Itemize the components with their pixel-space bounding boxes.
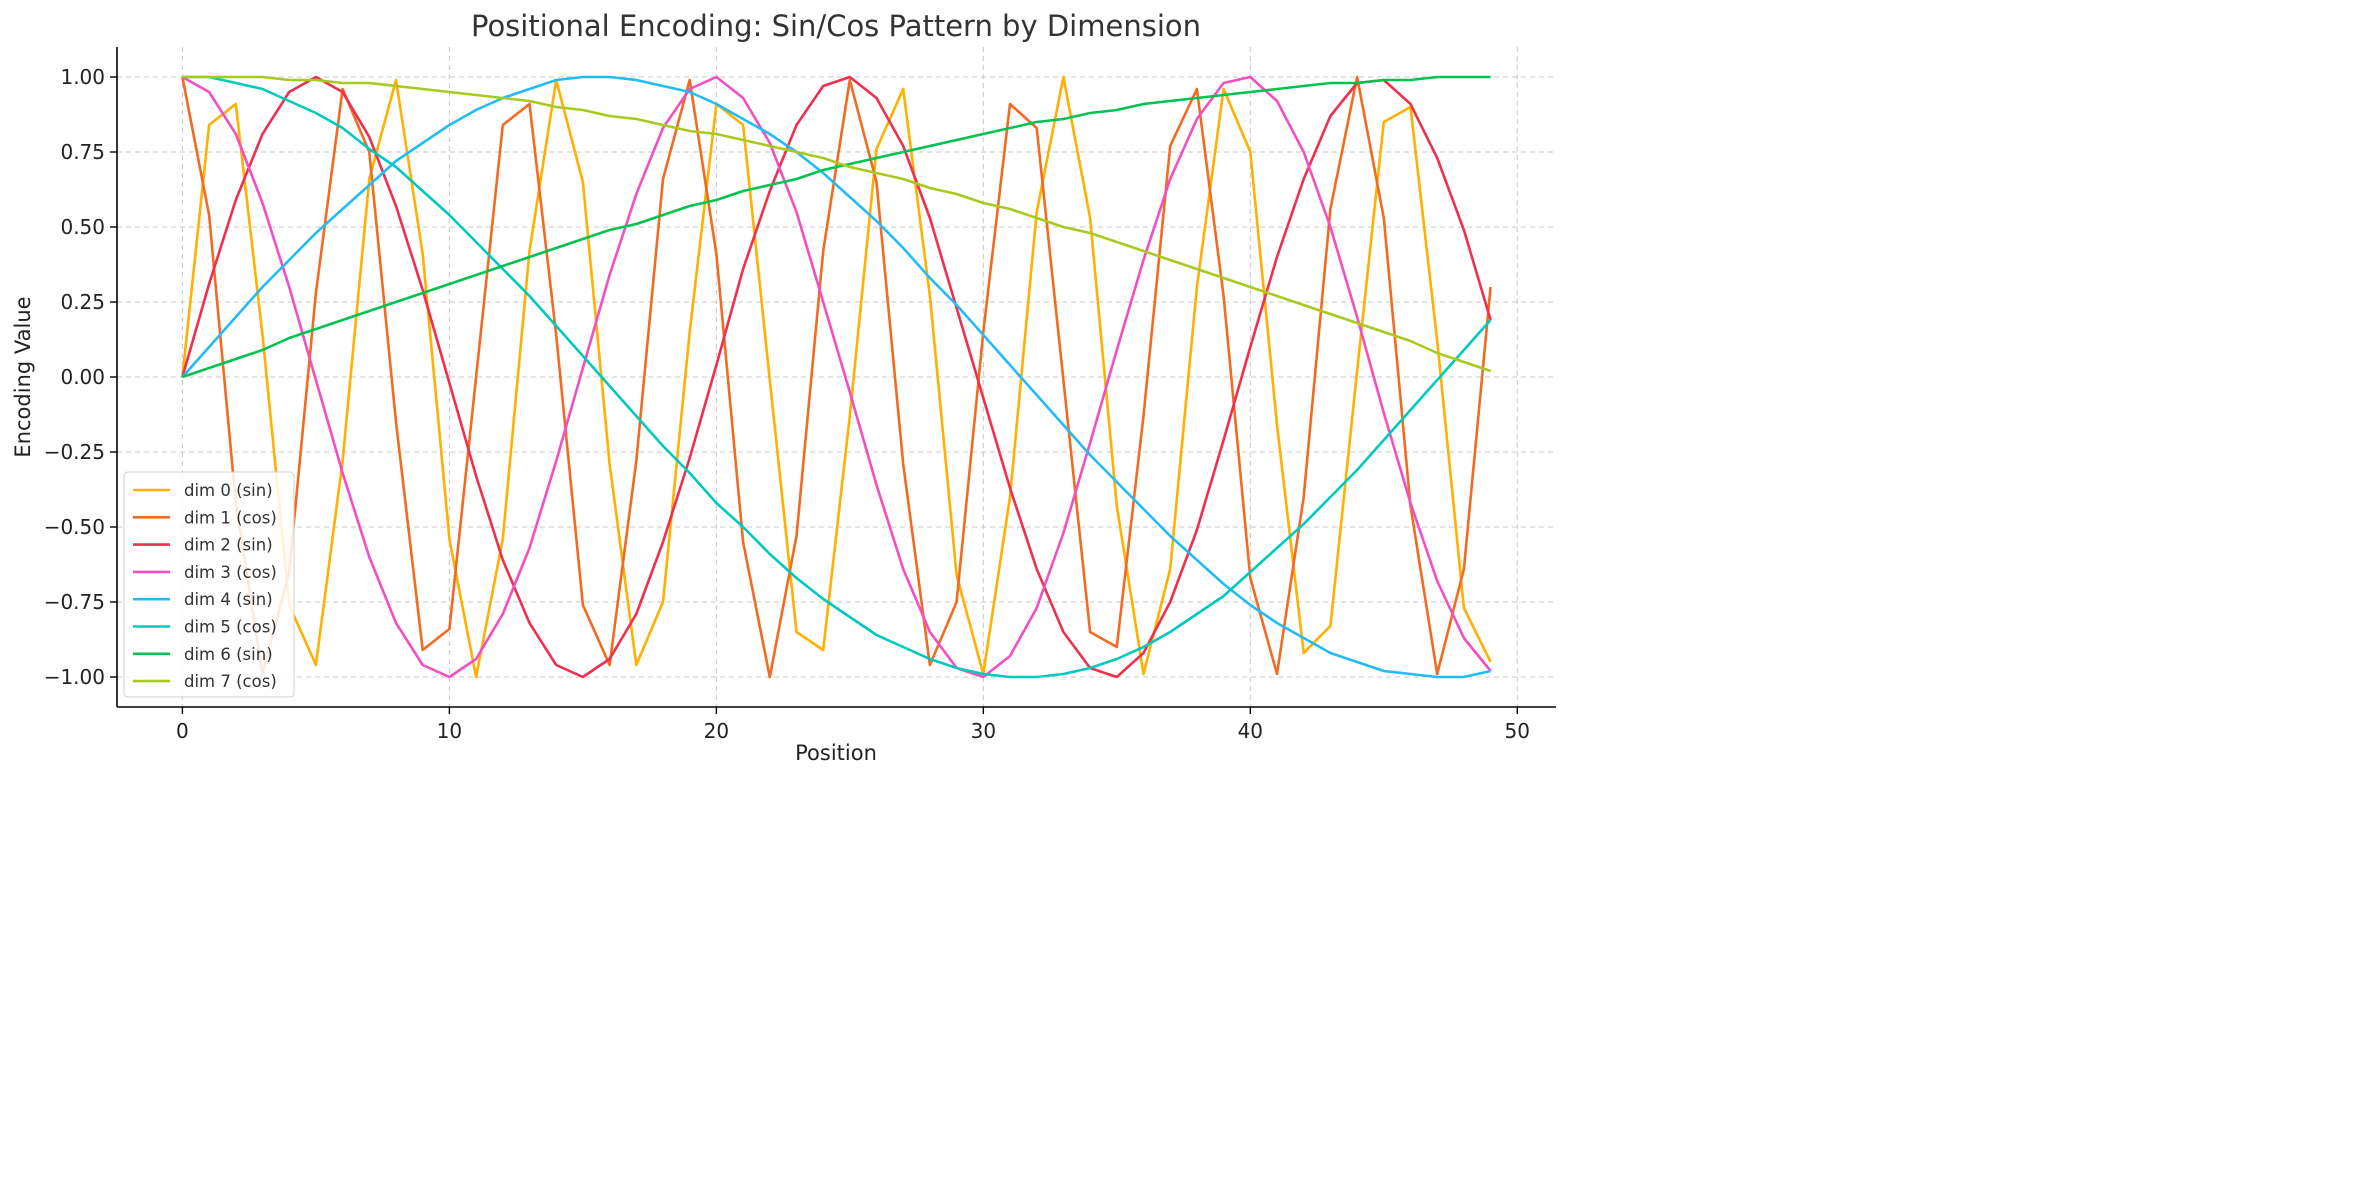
series-line-dim-4: [181, 75, 1491, 679]
series-line-dim-5: [182, 75, 1492, 679]
legend: dim 0 (sin) dim 1 (cos) dim 2 (sin) dim 3 (…: [123, 471, 295, 698]
ticks: 0 10 20 30 40 50 1.00 0.75 0.50 0.25 0.00 −0.25 −0.5…: [44, 65, 1530, 743]
y-tick-label: 0.75: [60, 140, 105, 164]
legend-label-dim-0: dim 0 (sin): [184, 481, 273, 500]
x-axis-label: Position: [795, 741, 877, 765]
series-lines: [181, 75, 1492, 679]
legend-label-dim-6: dim 6 (sin): [184, 645, 273, 664]
y-tick-label: −0.25: [44, 440, 105, 464]
y-tick-label: −0.50: [44, 515, 105, 539]
y-tick-label: 0.00: [60, 365, 105, 389]
x-tick-label: 30: [971, 719, 996, 743]
y-axis-label: Encoding Value: [11, 296, 35, 457]
series-line-dim-0: [181, 75, 1492, 679]
legend-label-dim-3: dim 3 (cos): [184, 563, 277, 582]
series-line-dim-3: [181, 75, 1492, 679]
chart-title: Positional Encoding: Sin/Cos Pattern by …: [471, 9, 1201, 43]
y-tick-label: −0.75: [44, 590, 105, 614]
y-tick-label: −1.00: [44, 665, 105, 689]
y-tick-label: 1.00: [60, 65, 105, 89]
legend-label-dim-7: dim 7 (cos): [184, 672, 277, 691]
legend-label-dim-1: dim 1 (cos): [184, 508, 277, 527]
x-tick-label: 0: [176, 719, 189, 743]
x-tick-label: 40: [1238, 719, 1263, 743]
legend-label-dim-5: dim 5 (cos): [184, 618, 277, 637]
y-tick-label: 0.25: [60, 290, 105, 314]
legend-label-dim-2: dim 2 (sin): [184, 536, 273, 555]
y-tick-label: 0.50: [60, 215, 105, 239]
series-line-dim-2: [181, 75, 1492, 679]
series-line-dim-7: [182, 75, 1492, 373]
x-tick-label: 50: [1505, 719, 1530, 743]
x-tick-label: 10: [437, 719, 462, 743]
x-tick-label: 20: [704, 719, 729, 743]
series-line-dim-1: [181, 75, 1492, 679]
legend-label-dim-4: dim 4 (sin): [184, 590, 273, 609]
legend-box: [123, 471, 295, 698]
series-line-dim-6: [181, 75, 1491, 379]
